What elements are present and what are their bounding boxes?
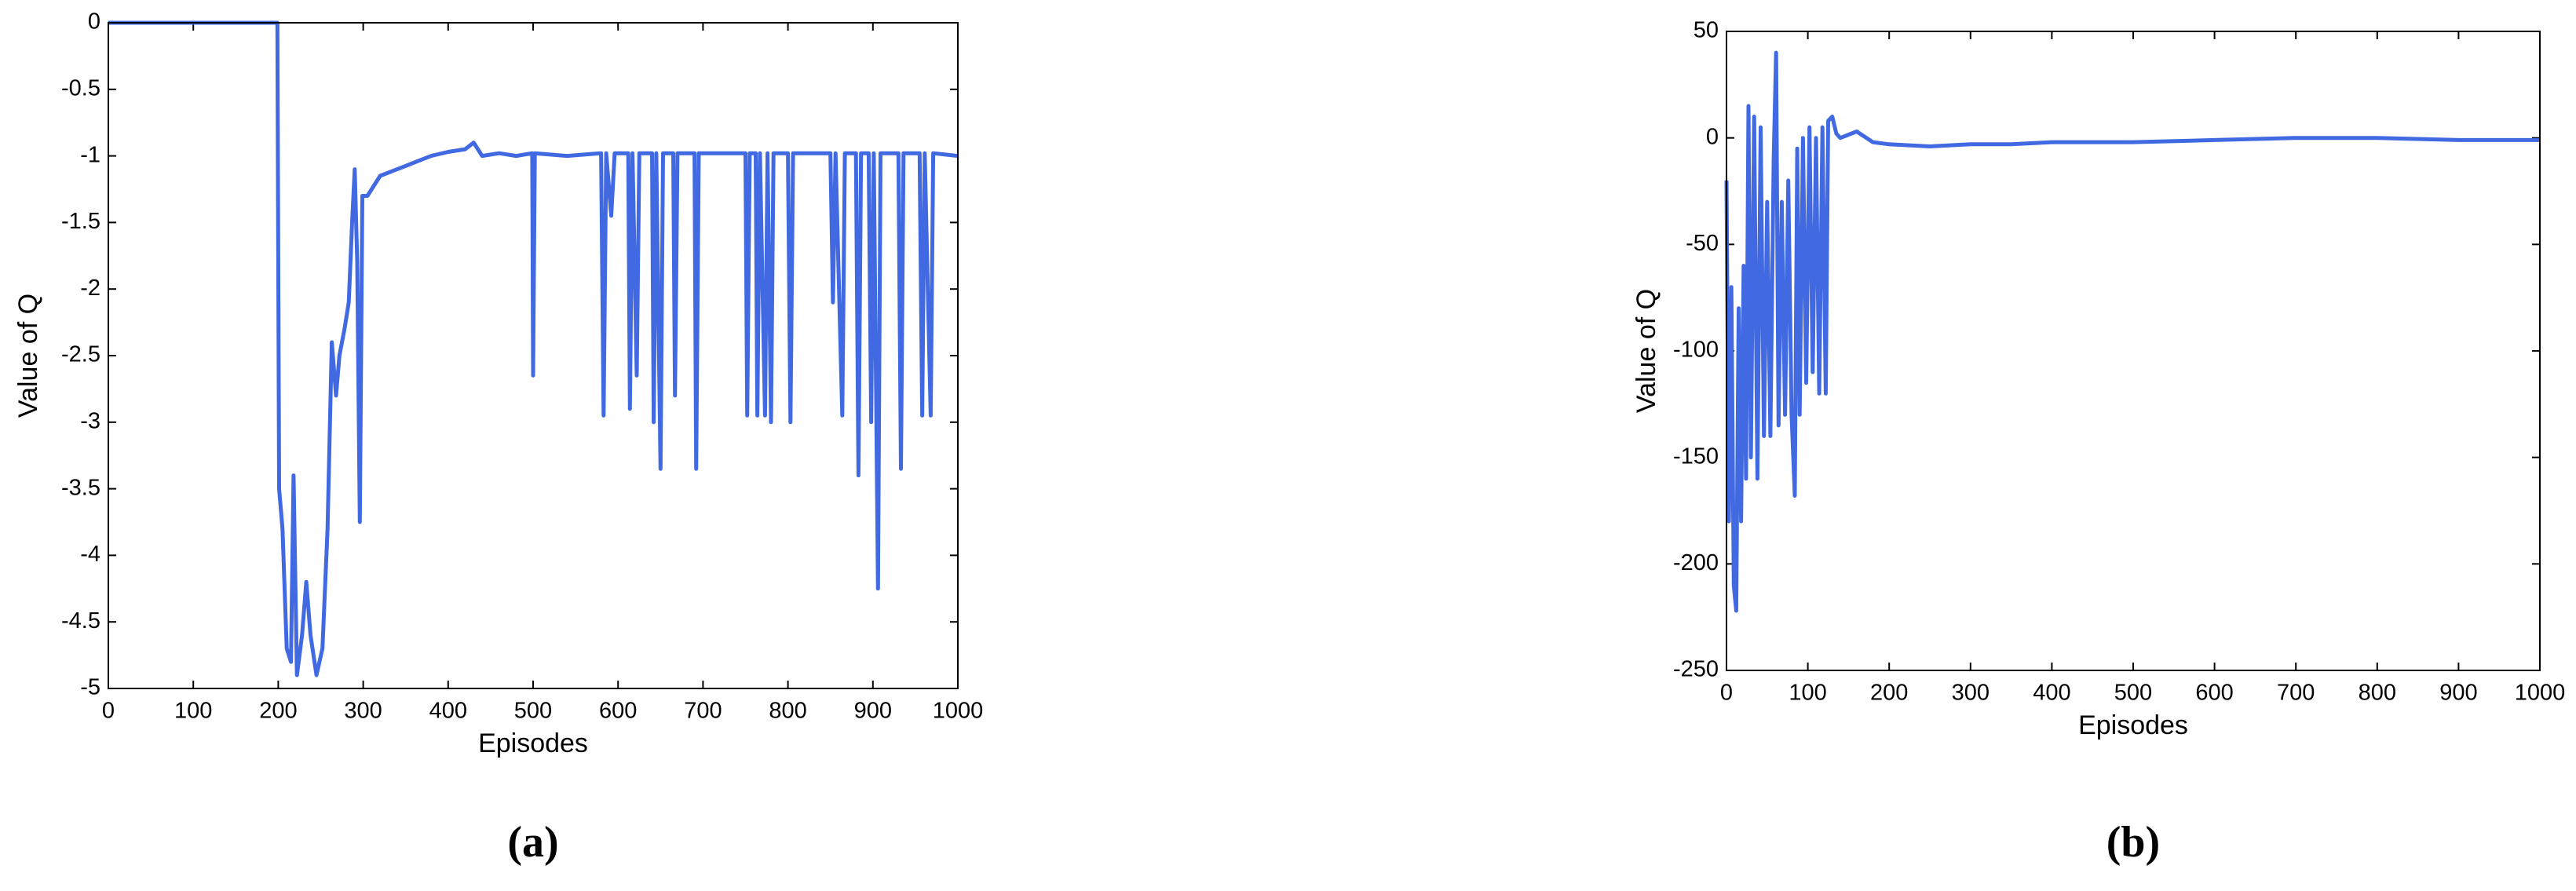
y-tick-label: 0: [88, 9, 100, 35]
data-line: [108, 20, 959, 677]
y-tick-label: -150: [1673, 444, 1719, 469]
x-tick-label: 600: [2195, 681, 2233, 706]
y-tick-label: -3: [80, 408, 100, 433]
x-tick-label: 1000: [933, 699, 984, 724]
y-tick-label: -50: [1686, 231, 1719, 256]
x-tick-label: 1000: [2515, 681, 2566, 706]
y-tick-label: -3.5: [61, 475, 100, 500]
y-tick-label: -2: [80, 276, 100, 301]
caption: (a): [507, 818, 558, 867]
x-tick-label: 400: [2033, 681, 2070, 706]
plot-frame: [108, 22, 959, 689]
data-line: [1724, 50, 2540, 613]
y-tick-label: 50: [1694, 18, 1719, 43]
x-tick-label: 200: [259, 699, 297, 724]
x-tick-label: 900: [854, 699, 892, 724]
x-tick-label: 700: [684, 699, 722, 724]
x-tick-label: 300: [344, 699, 382, 724]
x-tick-label: 100: [1789, 681, 1826, 706]
x-tick-label: 600: [599, 699, 637, 724]
y-tick-label: -250: [1673, 657, 1719, 682]
x-tick-label: 500: [514, 699, 552, 724]
x-tick-label: 200: [1870, 681, 1908, 706]
y-tick-label: -1: [80, 142, 100, 167]
y-tick-label: -200: [1673, 550, 1719, 575]
y-tick-label: -4.5: [61, 608, 100, 634]
y-axis-label: Value of Q: [1631, 289, 1661, 413]
x-tick-label: 900: [2439, 681, 2477, 706]
y-tick-label: -1.5: [61, 209, 100, 234]
y-axis-label: Value of Q: [13, 294, 43, 418]
x-tick-label: 100: [174, 699, 212, 724]
x-tick-label: 800: [769, 699, 806, 724]
y-tick-label: -0.5: [61, 75, 100, 100]
x-axis-label: Episodes: [2078, 710, 2188, 740]
x-axis-label: Episodes: [478, 729, 588, 758]
x-tick-label: 700: [2277, 681, 2315, 706]
caption: (b): [2106, 818, 2160, 867]
x-tick-label: 0: [1720, 681, 1733, 706]
y-tick-label: 0: [1706, 124, 1719, 149]
y-tick-label: -5: [80, 675, 100, 700]
x-tick-label: 300: [1952, 681, 1990, 706]
y-tick-label: -2.5: [61, 342, 100, 367]
plot-frame: [1726, 31, 2541, 671]
x-tick-label: 500: [2114, 681, 2152, 706]
x-tick-label: 800: [2359, 681, 2396, 706]
y-tick-label: -100: [1673, 338, 1719, 363]
x-tick-label: 400: [429, 699, 467, 724]
y-tick-label: -4: [80, 542, 100, 567]
x-tick-label: 0: [102, 699, 115, 724]
